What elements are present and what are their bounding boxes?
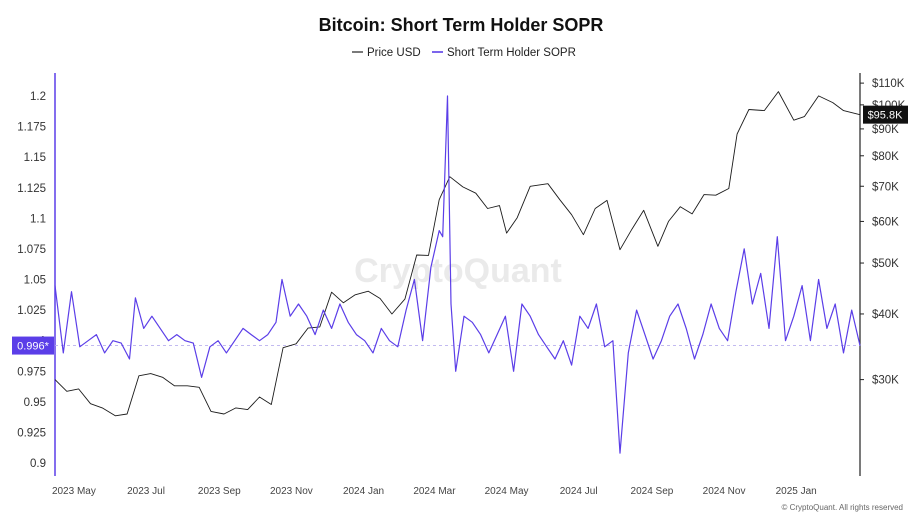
- right-axis: $30K$40K$50K$60K$70K$80K$90K$100K$110K: [859, 73, 906, 476]
- right-tick-label: $50K: [872, 258, 899, 270]
- current-sopr-badge: 0.996*: [12, 336, 54, 355]
- sopr-series-line: [54, 95, 861, 454]
- left-tick-label: 1.05: [24, 275, 46, 287]
- right-tick-label: $70K: [872, 181, 899, 193]
- x-tick-label: 2024 May: [485, 486, 529, 497]
- left-tick-label: 0.9: [30, 458, 46, 470]
- right-tick-label: $30K: [872, 375, 899, 387]
- x-tick-label: 2023 Sep: [198, 486, 241, 497]
- left-tick-label: 1.1: [30, 213, 46, 225]
- current-price-badge-label: $95.8K: [868, 110, 904, 122]
- current-price-badge: $95.8K: [863, 105, 908, 124]
- chart-title: Bitcoin: Short Term Holder SOPR: [319, 15, 604, 35]
- x-tick-label: 2024 Jul: [560, 486, 598, 497]
- left-tick-label: 0.925: [17, 427, 46, 439]
- badge-layer: 0.996* $95.8K: [12, 105, 908, 355]
- x-tick-label: 2023 Nov: [270, 486, 313, 497]
- current-sopr-badge-bg: [12, 336, 54, 355]
- x-axis: 2023 May 2023 Jul 2023 Sep 2023 Nov 2024 Jan…: [52, 486, 817, 497]
- x-tick-label: 2024 Sep: [631, 486, 674, 497]
- left-tick-label: 1.15: [24, 152, 46, 164]
- left-tick-label: 1.125: [17, 183, 46, 195]
- left-tick-label: 1.2: [30, 91, 46, 103]
- legend: Price USD Short Term Holder SOPR: [352, 47, 576, 59]
- left-tick-label: 1.075: [17, 244, 46, 256]
- left-tick-label: 0.95: [24, 397, 46, 409]
- x-tick-label: 2023 Jul: [127, 486, 165, 497]
- current-sopr-badge-label: 0.996*: [17, 341, 50, 353]
- price-series-line: [54, 91, 861, 417]
- x-tick-label: 2023 May: [52, 486, 96, 497]
- right-tick-label: $110K: [872, 78, 905, 90]
- x-tick-label: 2024 Mar: [413, 486, 456, 497]
- left-axis: 0.90.9250.950.97511.0251.051.0751.11.125…: [17, 73, 56, 476]
- left-tick-label: 1.175: [17, 122, 46, 134]
- right-tick-label: $80K: [872, 151, 899, 163]
- left-tick-label: 0.975: [17, 366, 46, 378]
- x-tick-label: 2024 Nov: [703, 486, 746, 497]
- right-tick-label: $40K: [872, 309, 899, 321]
- legend-sopr-label: Short Term Holder SOPR: [447, 47, 576, 59]
- x-tick-label: 2025 Jan: [776, 486, 817, 497]
- series-layer: [54, 91, 861, 454]
- left-tick-label: 1.025: [17, 305, 46, 317]
- right-tick-label: $60K: [872, 216, 899, 228]
- legend-price-label: Price USD: [367, 47, 421, 59]
- watermark: CryptoQuant: [354, 252, 562, 290]
- current-price-badge-bg: [863, 105, 908, 124]
- right-tick-label: $90K: [872, 124, 899, 136]
- credit-text: © CryptoQuant. All rights reserved: [782, 503, 904, 512]
- x-tick-label: 2024 Jan: [343, 486, 384, 497]
